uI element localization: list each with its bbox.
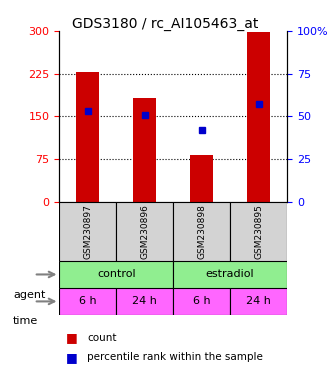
- Text: 24 h: 24 h: [246, 296, 271, 306]
- Text: GDS3180 / rc_AI105463_at: GDS3180 / rc_AI105463_at: [72, 17, 258, 31]
- Text: estradiol: estradiol: [206, 270, 254, 280]
- Text: count: count: [87, 333, 117, 343]
- FancyBboxPatch shape: [230, 288, 287, 315]
- Text: 24 h: 24 h: [132, 296, 157, 306]
- Bar: [247, 32, 270, 202]
- Text: control: control: [97, 270, 136, 280]
- Bar: [133, 98, 156, 202]
- FancyBboxPatch shape: [173, 261, 287, 288]
- FancyBboxPatch shape: [59, 288, 116, 315]
- Text: ■: ■: [66, 331, 78, 344]
- Text: 6 h: 6 h: [79, 296, 97, 306]
- Text: GSM230898: GSM230898: [197, 204, 206, 259]
- FancyBboxPatch shape: [59, 202, 116, 261]
- FancyBboxPatch shape: [116, 288, 173, 315]
- FancyBboxPatch shape: [59, 261, 173, 288]
- Text: GSM230895: GSM230895: [254, 204, 263, 259]
- Text: percentile rank within the sample: percentile rank within the sample: [87, 352, 263, 362]
- Text: 6 h: 6 h: [193, 296, 211, 306]
- FancyBboxPatch shape: [173, 202, 230, 261]
- FancyBboxPatch shape: [230, 202, 287, 261]
- Text: GSM230896: GSM230896: [140, 204, 149, 259]
- Text: ■: ■: [66, 351, 78, 364]
- Text: time: time: [13, 316, 39, 326]
- FancyBboxPatch shape: [173, 288, 230, 315]
- Bar: [77, 72, 99, 202]
- Text: GSM230897: GSM230897: [83, 204, 92, 259]
- Bar: [190, 155, 213, 202]
- Text: agent: agent: [13, 290, 46, 300]
- FancyBboxPatch shape: [116, 202, 173, 261]
